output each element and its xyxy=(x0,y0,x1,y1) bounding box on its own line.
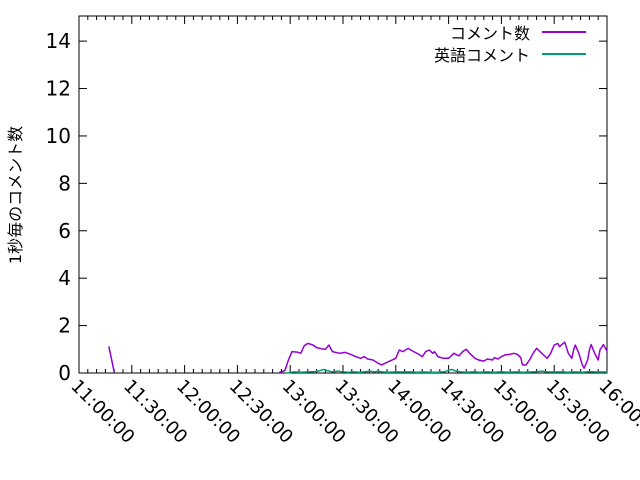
legend-entry: 英語コメント xyxy=(320,43,586,65)
y-tick-label: 4 xyxy=(58,266,71,290)
series-line-0 xyxy=(108,346,115,373)
y-tick-label: 8 xyxy=(58,171,71,195)
y-tick-label: 12 xyxy=(46,77,71,101)
legend-label: コメント数 xyxy=(449,24,530,43)
y-tick-label: 0 xyxy=(58,361,71,385)
y-axis-title: 1秒毎のコメント数 xyxy=(6,125,25,265)
series-line-0 xyxy=(278,341,608,374)
legend-label: 英語コメント xyxy=(433,46,530,65)
series-line-1 xyxy=(285,368,608,374)
y-tick-label: 14 xyxy=(46,29,71,53)
y-tick-label: 2 xyxy=(58,314,71,338)
legend: コメント数 英語コメント xyxy=(320,21,586,65)
y-tick-label: 10 xyxy=(46,124,71,148)
plot-border xyxy=(78,15,608,374)
y-tick-label: 6 xyxy=(58,219,71,243)
legend-line-sample xyxy=(542,31,586,33)
legend-line-sample xyxy=(542,53,586,55)
legend-entry: コメント数 xyxy=(320,21,586,43)
